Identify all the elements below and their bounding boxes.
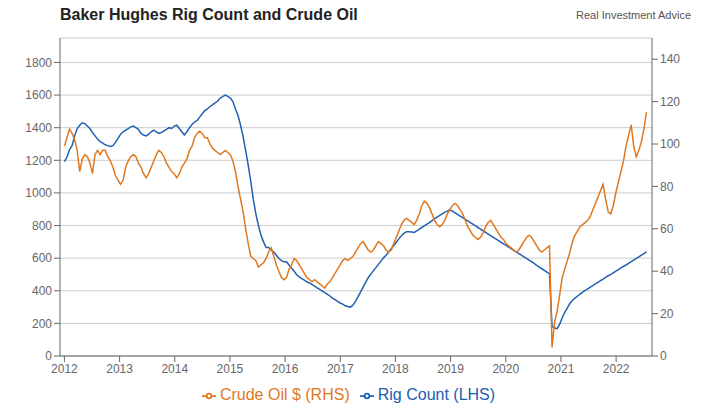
svg-text:200: 200 xyxy=(32,317,52,331)
svg-text:2015: 2015 xyxy=(217,362,244,376)
svg-text:2016: 2016 xyxy=(272,362,299,376)
svg-text:2021: 2021 xyxy=(548,362,575,376)
svg-text:100: 100 xyxy=(660,137,680,151)
svg-text:40: 40 xyxy=(660,264,674,278)
svg-text:2012: 2012 xyxy=(51,362,78,376)
svg-text:80: 80 xyxy=(660,180,674,194)
svg-text:1400: 1400 xyxy=(25,121,52,135)
svg-text:1800: 1800 xyxy=(25,56,52,70)
svg-text:2022: 2022 xyxy=(603,362,630,376)
html-text:Rig Count (LHS): Rig Count (LHS) xyxy=(377,386,496,403)
svg-text:800: 800 xyxy=(32,219,52,233)
svg-text:600: 600 xyxy=(32,251,52,265)
svg-text:120: 120 xyxy=(660,95,680,109)
svg-text:60: 60 xyxy=(660,222,674,236)
svg-text:400: 400 xyxy=(32,284,52,298)
svg-text:1200: 1200 xyxy=(25,154,52,168)
svg-text:2017: 2017 xyxy=(327,362,354,376)
svg-text:140: 140 xyxy=(660,52,680,66)
svg-text:1000: 1000 xyxy=(25,186,52,200)
svg-text:2018: 2018 xyxy=(382,362,409,376)
svg-text:2013: 2013 xyxy=(106,362,133,376)
svg-text:0: 0 xyxy=(45,349,52,363)
svg-text:2014: 2014 xyxy=(161,362,188,376)
svg-text:20: 20 xyxy=(660,307,674,321)
svg-text:1600: 1600 xyxy=(25,88,52,102)
html-text:Crude Oil $ (RHS): Crude Oil $ (RHS) xyxy=(219,386,350,403)
html-text:Real Investment Advice: Real Investment Advice xyxy=(576,9,691,21)
svg-text:0: 0 xyxy=(660,349,667,363)
svg-text:2020: 2020 xyxy=(492,362,519,376)
svg-text:2019: 2019 xyxy=(437,362,464,376)
html-text:Baker Hughes Rig Count and Cru: Baker Hughes Rig Count and Crude Oil xyxy=(60,6,358,23)
